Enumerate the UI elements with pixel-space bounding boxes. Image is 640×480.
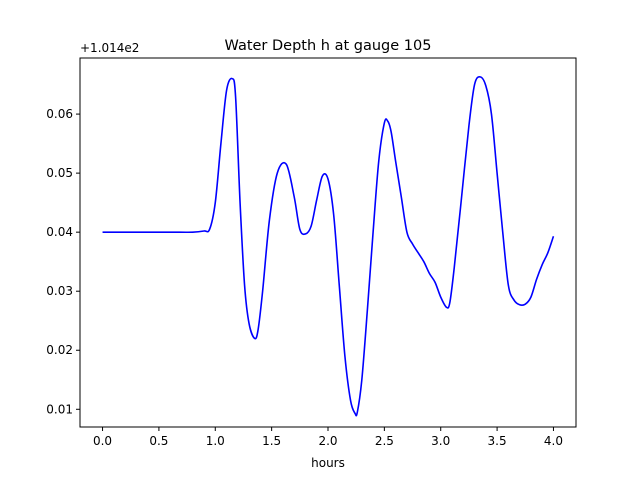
plot-area: 0.0 0.5 1.0 1.5 2.0 2.5 3.0 3.5 4.0 0.01 0.02 0.03 0…	[46, 57, 577, 448]
x-tick-label: 3.5	[488, 434, 507, 448]
y-tick-label: 0.02	[46, 343, 73, 357]
x-tick-label: 2.0	[318, 434, 337, 448]
x-tick-label: 0.5	[149, 434, 168, 448]
y-tick-label: 0.06	[46, 107, 73, 121]
y-tick-label: 0.05	[46, 166, 73, 180]
x-tick-label: 0.0	[93, 434, 112, 448]
x-tick-label: 1.5	[262, 434, 281, 448]
plot-frame	[79, 57, 577, 428]
x-tick-label: 4.0	[544, 434, 563, 448]
y-offset-text: +1.014e2	[80, 41, 139, 55]
chart-title: Water Depth h at gauge 105	[225, 38, 432, 54]
x-tick-label: 2.5	[375, 434, 394, 448]
x-axis-label: hours	[311, 456, 345, 470]
series-line	[102, 76, 555, 417]
y-tick-label: 0.03	[46, 284, 73, 298]
y-tick-label: 0.01	[46, 402, 73, 416]
x-tick-label: 1.0	[206, 434, 225, 448]
y-tick-label: 0.04	[46, 225, 73, 239]
x-tick-label: 3.0	[431, 434, 450, 448]
